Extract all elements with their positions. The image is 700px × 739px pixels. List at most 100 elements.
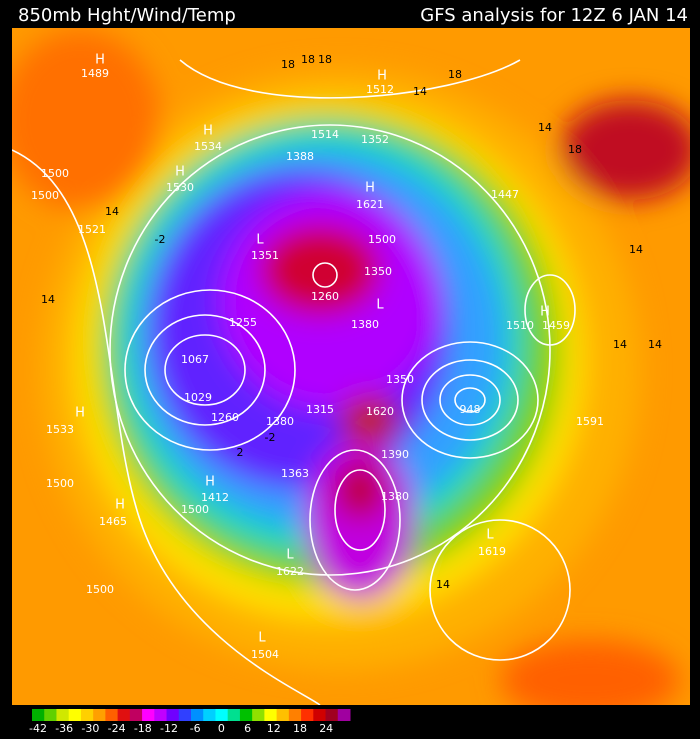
pressure-center: L — [486, 528, 494, 543]
contour-label: 1489 — [81, 67, 109, 80]
colorbar-tick-label: -42 — [29, 722, 47, 735]
colorbar-swatch — [276, 709, 290, 721]
contour-label: 1512 — [366, 83, 394, 96]
colorbar-swatch — [191, 709, 204, 721]
contour-label: 1500 — [46, 477, 74, 490]
contour-label: 1380 — [266, 415, 294, 428]
contour-label: 1500 — [86, 583, 114, 596]
contour-label: 1500 — [41, 167, 69, 180]
run-label: GFS analysis for 12Z 6 JAN 14 — [420, 5, 688, 26]
contour-label: 1029 — [184, 391, 212, 404]
colorbar-tick-label: 12 — [267, 722, 281, 735]
temperature-label: -2 — [155, 233, 166, 246]
colorbar-swatch — [178, 709, 192, 721]
temperature-label: 14 — [613, 338, 627, 351]
contour-label: 1447 — [491, 188, 519, 201]
contour-label: 1500 — [31, 189, 59, 202]
colorbar-swatch — [288, 709, 302, 721]
colorbar-swatch — [252, 709, 265, 721]
colorbar-tick-label: -30 — [81, 722, 99, 735]
contour-label: 1530 — [166, 181, 194, 194]
contour-label: 1534 — [194, 140, 222, 153]
colorbar-swatch — [80, 709, 94, 721]
colorbar-tick-label: 18 — [293, 722, 307, 735]
contour-label: 1390 — [381, 448, 409, 461]
colorbar-tick-label: -18 — [134, 722, 152, 735]
pressure-center: H — [377, 69, 387, 84]
contour-label: 1380 — [381, 490, 409, 503]
colorbar-swatch — [68, 709, 82, 721]
contour-label: 1504 — [251, 648, 279, 661]
temperature-label: 14 — [413, 85, 427, 98]
colorbar-swatch — [93, 709, 106, 721]
colorbar-swatch — [129, 709, 143, 721]
colorbar-tick-label: -12 — [160, 722, 178, 735]
colorbar-swatch — [227, 709, 241, 721]
contour-label: 1533 — [46, 423, 74, 436]
colorbar-swatch — [166, 709, 180, 721]
pressure-center: H — [540, 305, 550, 320]
contour-label: 1521 — [78, 223, 106, 236]
pressure-center: L — [258, 631, 266, 646]
pressure-center: H — [365, 181, 375, 196]
colorbar: -42 -36 -30 -24 -18 -12 -6 0 6 12 18 24 — [29, 709, 351, 735]
contour-label: 1260 — [211, 411, 239, 424]
colorbar-swatch — [56, 709, 70, 721]
pressure-center: H — [175, 165, 185, 180]
contour-label: 1412 — [201, 491, 229, 504]
contour-label: 1465 — [99, 515, 127, 528]
pressure-center: H — [95, 53, 105, 68]
colorbar-swatch — [44, 709, 57, 721]
pressure-center: L — [286, 548, 294, 563]
temperature-label: 14 — [629, 243, 643, 256]
colorbar-swatch — [313, 709, 327, 721]
contour-label: 1067 — [181, 353, 209, 366]
colorbar-tick-label: 0 — [218, 722, 225, 735]
contour-label: 1622 — [276, 565, 304, 578]
contour-label: 1350 — [386, 373, 414, 386]
contour-label: 1514 — [311, 128, 339, 141]
colorbar-swatch — [301, 709, 314, 721]
colorbar-swatch — [105, 709, 119, 721]
temperature-label: 18 — [281, 58, 295, 71]
temperature-label: 18 — [301, 53, 315, 66]
contour-label: 1380 — [351, 318, 379, 331]
temperature-label: 14 — [436, 578, 450, 591]
colorbar-swatch — [264, 709, 278, 721]
temperature-label: 18 — [318, 53, 332, 66]
colorbar-swatch — [337, 709, 351, 721]
colorbar-swatch — [117, 709, 131, 721]
contour-label: 1500 — [181, 503, 209, 516]
contour-label: 948 — [460, 403, 481, 416]
colorbar-tick-label: -24 — [108, 722, 126, 735]
contour-label: 1255 — [229, 316, 257, 329]
contour-label: 1315 — [306, 403, 334, 416]
contour-label: 1500 — [368, 233, 396, 246]
temperature-label: 18 — [448, 68, 462, 81]
colorbar-tick-label: -6 — [190, 722, 201, 735]
colorbar-tick-label: -36 — [55, 722, 73, 735]
contour-label: 1620 — [366, 405, 394, 418]
colorbar-swatch — [239, 709, 253, 721]
contour-label: 1350 — [364, 265, 392, 278]
colorbar-swatch — [215, 709, 229, 721]
temperature-label: 14 — [648, 338, 662, 351]
pressure-center: H — [115, 498, 125, 513]
pressure-center: H — [205, 475, 215, 490]
pressure-center: H — [203, 124, 213, 139]
temperature-label: 14 — [105, 205, 119, 218]
colorbar-swatch — [203, 709, 216, 721]
temperature-label: -2 — [265, 431, 276, 444]
contour-label: 1459 — [542, 319, 570, 332]
contour-label: 1388 — [286, 150, 314, 163]
temperature-label: 14 — [538, 121, 552, 134]
map-area — [12, 28, 690, 705]
colorbar-swatch — [154, 709, 168, 721]
pressure-center: L — [256, 233, 264, 248]
contour-label: 1351 — [251, 249, 279, 262]
contour-label: 1510 — [506, 319, 534, 332]
colorbar-tick-label: 6 — [244, 722, 251, 735]
contour-label: 1619 — [478, 545, 506, 558]
temperature-label: 2 — [237, 446, 244, 459]
